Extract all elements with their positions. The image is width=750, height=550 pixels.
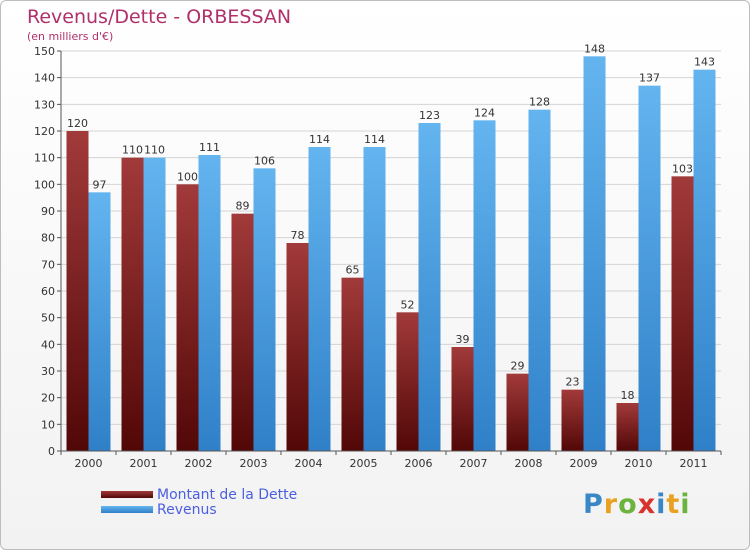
data-label-debt-2007: 39 <box>456 333 470 346</box>
chart-legend: Montant de la Dette Revenus <box>101 486 298 518</box>
x-tick-label-2011: 2011 <box>680 457 708 470</box>
data-label-debt-2005: 65 <box>346 264 360 277</box>
y-tick-label-30: 30 <box>41 365 55 378</box>
bar-revenus-2001 <box>143 157 166 451</box>
proxiti-logo: Proxiti <box>583 489 691 520</box>
x-tick-label-2003: 2003 <box>240 457 268 470</box>
x-tick-label-2006: 2006 <box>405 457 433 470</box>
bar-revenus-2010 <box>638 85 661 452</box>
bar-debt-2010 <box>616 403 639 451</box>
y-tick-label-60: 60 <box>41 285 55 298</box>
y-tick-label-10: 10 <box>41 418 55 431</box>
bar-debt-2011 <box>671 176 694 452</box>
bar-revenus-2011 <box>693 69 716 452</box>
y-tick-label-80: 80 <box>41 232 55 245</box>
data-label-debt-2006: 52 <box>401 298 415 311</box>
legend-label-revenus: Revenus <box>157 501 217 518</box>
x-tick-label-2005: 2005 <box>350 457 378 470</box>
bar-revenus-2006 <box>418 123 441 451</box>
bar-revenus-2008 <box>528 109 551 452</box>
x-tick-label-2007: 2007 <box>460 457 488 470</box>
bar-debt-2004 <box>286 243 309 451</box>
data-label-debt-2010: 18 <box>621 389 635 402</box>
bar-debt-2000 <box>66 131 89 451</box>
data-label-debt-2004: 78 <box>291 229 305 242</box>
y-tick-label-110: 110 <box>34 152 55 165</box>
x-tick-label-2010: 2010 <box>625 457 653 470</box>
data-label-debt-2008: 29 <box>511 360 525 373</box>
y-tick-label-140: 140 <box>34 72 55 85</box>
y-tick-label-150: 150 <box>34 45 55 58</box>
bar-debt-2005 <box>341 277 364 451</box>
bar-debt-2007 <box>451 347 474 451</box>
y-tick-label-0: 0 <box>48 445 55 458</box>
data-label-debt-2001: 110 <box>122 144 143 157</box>
data-label-revenus-2004: 114 <box>309 133 330 146</box>
x-tick-label-2008: 2008 <box>515 457 543 470</box>
y-tick-label-50: 50 <box>41 312 55 325</box>
bar-debt-2003 <box>231 213 254 451</box>
y-tick-label-100: 100 <box>34 178 55 191</box>
data-label-revenus-2007: 124 <box>474 106 495 119</box>
chart-subtitle: (en milliers d'€) <box>27 30 114 43</box>
data-label-revenus-2009: 148 <box>584 42 605 55</box>
bar-debt-2001 <box>121 157 144 451</box>
chart-title: Revenus/Dette - ORBESSAN <box>27 6 292 28</box>
bar-debt-2002 <box>176 184 199 452</box>
data-label-revenus-2006: 123 <box>419 109 440 122</box>
bar-debt-2009 <box>561 389 584 451</box>
y-tick-label-70: 70 <box>41 258 55 271</box>
bar-debt-2006 <box>396 312 419 451</box>
data-label-revenus-2002: 111 <box>199 141 220 154</box>
x-tick-label-2002: 2002 <box>185 457 213 470</box>
data-label-debt-2011: 103 <box>672 162 693 175</box>
legend-label-debt: Montant de la Dette <box>157 486 298 503</box>
x-tick-label-2009: 2009 <box>570 457 598 470</box>
legend-swatch-debt <box>101 491 153 498</box>
x-tick-label-2004: 2004 <box>295 457 323 470</box>
bar-revenus-2005 <box>363 147 386 451</box>
x-tick-label-2001: 2001 <box>130 457 158 470</box>
y-tick-label-40: 40 <box>41 338 55 351</box>
data-label-revenus-2000: 97 <box>93 178 107 191</box>
y-tick-label-90: 90 <box>41 205 55 218</box>
y-tick-label-20: 20 <box>41 392 55 405</box>
data-label-revenus-2010: 137 <box>639 72 660 85</box>
bar-revenus-2002 <box>198 155 221 451</box>
legend-item-debt: Montant de la Dette <box>101 486 298 503</box>
x-tick-label-2000: 2000 <box>75 457 103 470</box>
data-label-revenus-2005: 114 <box>364 133 385 146</box>
legend-item-revenus: Revenus <box>101 501 297 518</box>
bar-revenus-2003 <box>253 168 276 452</box>
bar-debt-2008 <box>506 373 529 451</box>
bar-revenus-2000 <box>88 192 111 452</box>
data-label-debt-2000: 120 <box>67 117 88 130</box>
data-label-debt-2002: 100 <box>177 170 198 183</box>
bar-revenus-2004 <box>308 147 331 451</box>
bar-revenus-2009 <box>583 56 606 451</box>
bar-revenus-2007 <box>473 120 496 451</box>
data-label-debt-2009: 23 <box>566 376 580 389</box>
data-label-revenus-2003: 106 <box>254 154 275 167</box>
y-tick-label-120: 120 <box>34 125 55 138</box>
data-label-debt-2003: 89 <box>236 200 250 213</box>
y-tick-label-130: 130 <box>34 98 55 111</box>
legend-swatch-revenus <box>101 506 153 513</box>
data-label-revenus-2008: 128 <box>529 96 550 109</box>
data-label-revenus-2001: 110 <box>144 144 165 157</box>
data-label-revenus-2011: 143 <box>694 56 715 69</box>
